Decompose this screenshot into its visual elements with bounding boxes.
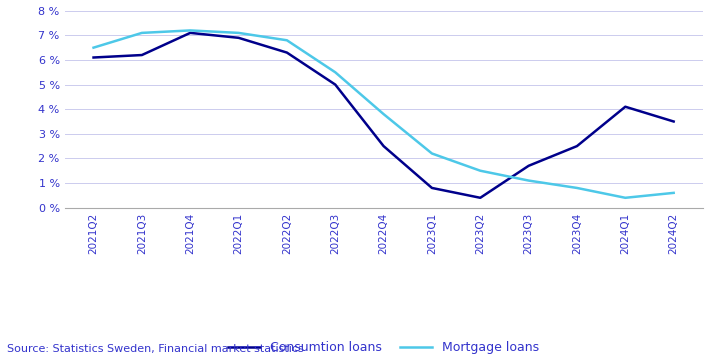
Legend: Consumtion loans, Mortgage loans: Consumtion loans, Mortgage loans <box>224 336 543 358</box>
Text: Source: Statistics Sweden, Financial market statistics: Source: Statistics Sweden, Financial mar… <box>7 344 304 354</box>
Consumtion loans <box>379 144 388 148</box>
Consumtion loans <box>138 53 146 57</box>
Mortgage loans <box>427 151 436 156</box>
Consumtion loans <box>89 55 98 60</box>
Consumtion loans <box>427 186 436 190</box>
Mortgage loans <box>138 31 146 35</box>
Consumtion loans <box>670 119 678 124</box>
Consumtion loans <box>621 105 630 109</box>
Line: Mortgage loans: Mortgage loans <box>93 30 674 198</box>
Mortgage loans <box>476 169 485 173</box>
Consumtion loans <box>476 195 485 200</box>
Consumtion loans <box>186 31 194 35</box>
Mortgage loans <box>89 45 98 50</box>
Mortgage loans <box>573 186 581 190</box>
Mortgage loans <box>379 112 388 116</box>
Mortgage loans <box>621 195 630 200</box>
Mortgage loans <box>234 31 243 35</box>
Line: Consumtion loans: Consumtion loans <box>93 33 674 198</box>
Mortgage loans <box>331 70 340 74</box>
Mortgage loans <box>670 191 678 195</box>
Mortgage loans <box>282 38 291 42</box>
Mortgage loans <box>524 178 533 183</box>
Consumtion loans <box>524 164 533 168</box>
Consumtion loans <box>331 82 340 87</box>
Consumtion loans <box>234 36 243 40</box>
Consumtion loans <box>282 50 291 55</box>
Mortgage loans <box>186 28 194 33</box>
Consumtion loans <box>573 144 581 148</box>
